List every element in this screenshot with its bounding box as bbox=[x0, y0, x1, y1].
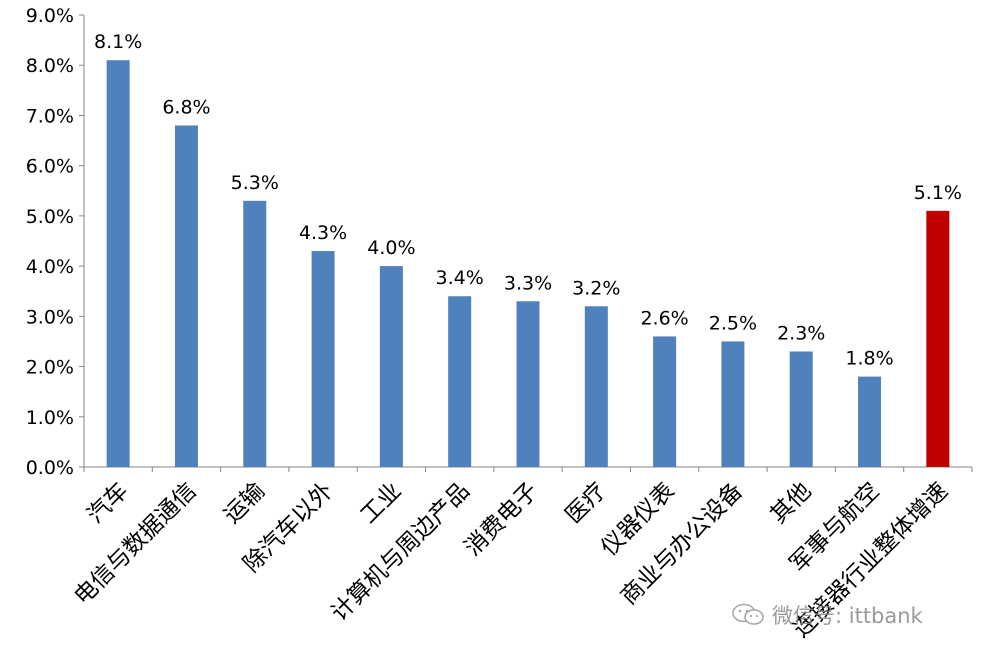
data-label: 3.4% bbox=[436, 267, 484, 289]
y-tick-label: 4.0% bbox=[26, 256, 74, 278]
y-tick-label: 2.0% bbox=[26, 357, 74, 379]
y-tick-label: 9.0% bbox=[26, 5, 74, 27]
data-label: 5.3% bbox=[231, 172, 279, 194]
bar bbox=[926, 210, 950, 467]
data-label: 3.2% bbox=[572, 277, 620, 299]
x-category-label: 医疗 bbox=[561, 478, 612, 529]
data-label: 4.0% bbox=[367, 237, 415, 259]
y-tick-label: 3.0% bbox=[26, 306, 74, 328]
bar bbox=[379, 266, 403, 467]
bar bbox=[789, 351, 813, 467]
chart-axes: 0.0% 1.0% 2.0% 3.0% 4.0% 5.0% 6.0% 7.0% 8.0% 9.0% bbox=[26, 5, 973, 479]
watermark: 微信号: ittbank bbox=[732, 600, 923, 630]
bar bbox=[858, 376, 882, 467]
x-category-label: 其他 bbox=[766, 478, 817, 529]
wechat-icon bbox=[732, 603, 766, 627]
y-tick-label: 5.0% bbox=[26, 206, 74, 228]
x-category-label: 工业 bbox=[356, 478, 407, 529]
chart-bars bbox=[106, 60, 950, 468]
y-tick-label: 1.0% bbox=[26, 407, 74, 429]
bar bbox=[653, 336, 677, 467]
data-label: 2.5% bbox=[709, 312, 757, 334]
bar bbox=[311, 251, 335, 467]
data-label: 8.1% bbox=[94, 31, 142, 53]
data-label: 6.8% bbox=[162, 96, 210, 118]
y-tick-label: 8.0% bbox=[26, 55, 74, 77]
y-tick-label: 0.0% bbox=[26, 457, 74, 479]
watermark-text: 微信号: ittbank bbox=[772, 604, 923, 628]
x-category-label: 商业与办公设备 bbox=[616, 478, 748, 610]
x-category-label: 汽车 bbox=[82, 478, 133, 529]
bar bbox=[516, 301, 540, 467]
data-label: 4.3% bbox=[299, 222, 347, 244]
y-tick-label: 7.0% bbox=[26, 105, 74, 127]
x-category-label: 运输 bbox=[219, 478, 270, 529]
bar bbox=[174, 125, 198, 467]
x-category-label: 电信与数据通信 bbox=[69, 478, 201, 610]
data-label: 5.1% bbox=[914, 182, 962, 204]
data-label: 2.6% bbox=[640, 307, 688, 329]
data-label: 3.3% bbox=[504, 272, 552, 294]
chart-data-labels: 8.1% 6.8% 5.3% 4.3% 4.0% 3.4% 3.3% 3.2% 2.6% 2.5%… bbox=[94, 31, 962, 369]
bar bbox=[584, 306, 608, 467]
y-tick-label: 6.0% bbox=[26, 156, 74, 178]
bar bbox=[721, 341, 745, 467]
x-category-label: 消费电子 bbox=[460, 478, 543, 561]
bar bbox=[243, 200, 267, 468]
data-label: 2.3% bbox=[777, 322, 825, 344]
bar bbox=[106, 60, 130, 467]
data-label: 1.8% bbox=[845, 348, 893, 370]
bar bbox=[448, 296, 472, 467]
